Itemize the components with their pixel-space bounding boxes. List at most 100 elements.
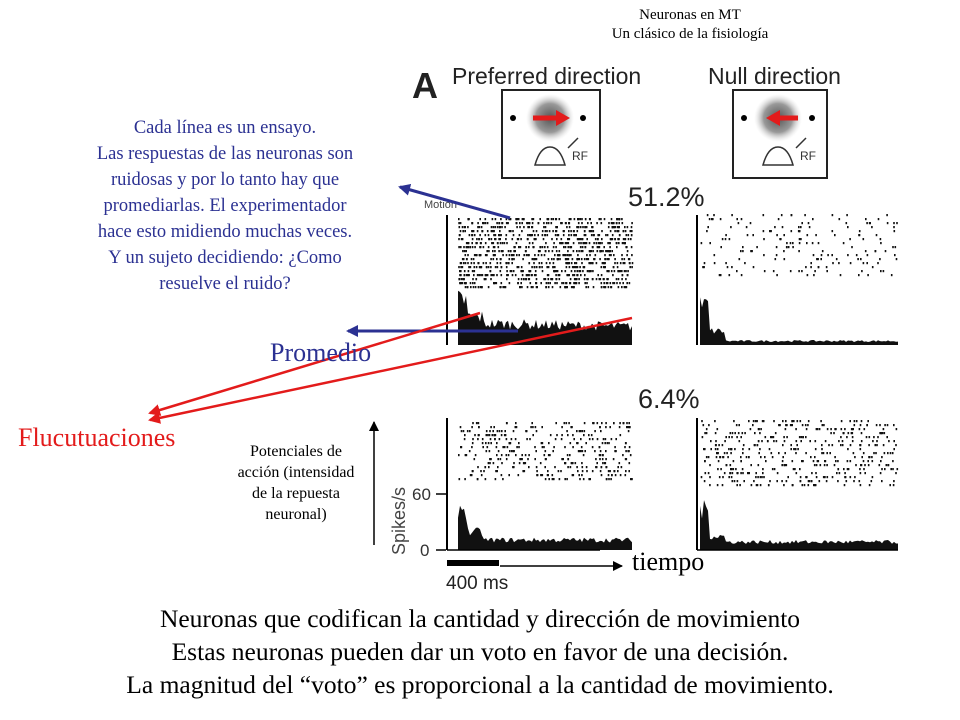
spike-dot [507,250,510,253]
spike-dot [589,254,591,257]
spike-dot [495,446,498,449]
fluct-arrow-2 [148,316,633,424]
spike-dot [847,468,850,471]
spike-dot [595,466,598,469]
spike-dot [751,250,753,253]
spike-dot [709,476,711,479]
spike-dot [504,430,506,433]
spike-dot [749,222,752,225]
spike-dot [606,234,609,237]
spike-dot [787,476,789,479]
spike-dot [460,270,462,273]
spike-dot [791,460,794,463]
spike-dot [569,454,571,457]
spike-dot [604,254,606,257]
spike-dot [738,424,740,427]
spike-dot [617,466,619,469]
spike-dot [543,222,545,225]
spike-dot [795,440,798,443]
spike-dot [578,450,581,453]
spike-dot [509,250,512,253]
spike-dot [730,476,733,479]
spike-dot [879,472,882,475]
spike-dot [488,450,491,453]
spike-dot [547,454,550,457]
spike-dot [496,266,499,269]
spike-dot [707,472,710,475]
spike-dot [618,462,621,465]
spike-dot [494,226,496,229]
spike-dot [580,242,582,245]
spike-dot [822,452,825,455]
spike-dot [752,266,755,269]
spike-dot [781,480,783,483]
spike-dot [631,230,633,233]
spike-dot [526,222,528,225]
spike-dot [618,242,620,245]
spike-dot [589,230,592,233]
spike-dot [528,226,530,229]
spike-dot [485,278,487,281]
spike-dot [546,234,549,237]
spike-dot [742,246,744,249]
spike-dot [730,226,732,229]
spike-dot [733,420,735,423]
spike-dot [504,434,507,437]
spike-dot [462,230,464,233]
spike-dot [588,438,591,441]
spike-dot [736,484,738,487]
spike-dot [495,470,497,473]
spike-dot [886,214,888,217]
spike-dot [781,226,784,229]
spike-dot [812,460,815,463]
spike-dot [800,440,802,443]
spike-dot [704,432,706,435]
spike-dot [608,442,610,445]
spike-dot [579,218,582,221]
spike-dot [824,460,826,463]
spike-dot [853,420,856,423]
spike-dot [793,420,795,423]
spike-dot [568,234,570,237]
spike-dot [540,262,543,265]
spike-dot [738,258,741,261]
spike-dot [770,230,772,233]
spike-dot [774,226,776,229]
spike-dot [852,452,855,455]
spike-dot [859,448,862,451]
spike-dot [614,230,616,233]
spike-dot [500,274,503,277]
spike-dot [858,480,861,483]
spike-dot [555,226,557,229]
spike-dot [523,470,526,473]
spike-dot [863,468,865,471]
spike-dot [537,234,539,237]
spike-dot [598,454,601,457]
spike-dot [798,436,801,439]
spike-dot [499,238,501,241]
spike-dot [858,274,860,277]
spike-dot [534,426,537,429]
spike-dot [714,420,716,423]
spike-dot [528,454,530,457]
spike-dot [531,218,533,221]
spike-dot [893,440,895,443]
spike-dot [567,238,569,241]
spike-dot [574,278,576,281]
spike-dot [703,448,705,451]
spike-dot [553,242,555,245]
spike-dot [465,250,467,253]
spike-dot [882,444,885,447]
spike-dot [484,242,487,245]
spike-dot [750,464,752,467]
spike-dot [459,230,462,233]
spike-dot [590,222,592,225]
spike-dot [518,254,520,257]
spike-dot [471,270,474,273]
spike-dot [759,484,762,487]
null-stimulus-box: RF [732,89,828,179]
spike-dot [762,230,765,233]
spike-dot [458,238,460,241]
spike-dot [739,484,741,487]
spike-dot [616,246,618,249]
